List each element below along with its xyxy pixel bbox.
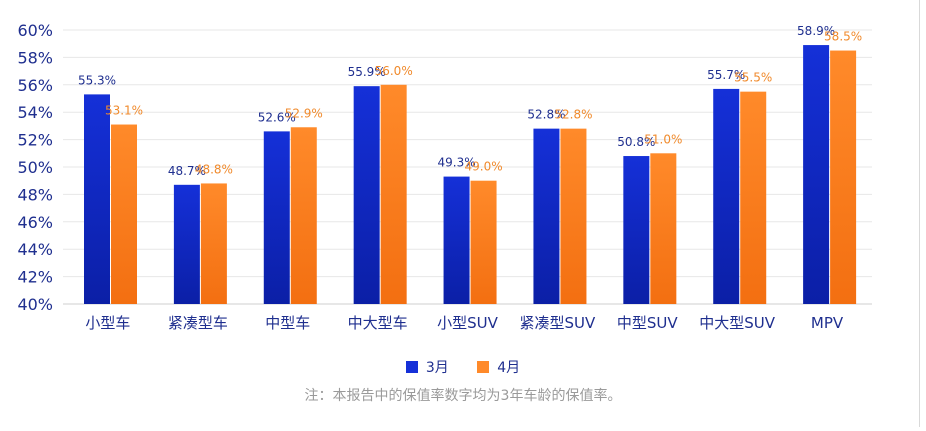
data-label-series-1: 58.5%	[824, 30, 862, 44]
bar-series-1	[560, 128, 587, 304]
bar-series-1	[380, 84, 407, 304]
y-tick-label: 58%	[17, 48, 53, 67]
data-label-series-0: 49.3%	[437, 156, 475, 170]
bar-series-1	[290, 127, 317, 305]
data-label-series-0: 52.6%	[258, 110, 296, 124]
x-tick-label: 中型车	[265, 314, 310, 332]
data-label-series-0: 55.9%	[348, 65, 386, 79]
bar-series-0	[263, 131, 290, 304]
x-tick-label: MPV	[811, 314, 844, 332]
data-label-series-0: 50.8%	[617, 135, 655, 149]
bar-series-1	[830, 50, 857, 304]
legend-swatch-series-1	[477, 361, 490, 373]
x-tick-label: 小型SUV	[437, 314, 499, 332]
bar-series-0	[173, 184, 200, 304]
x-tick-label: 紧凑型车	[168, 314, 228, 332]
bar-series-0	[84, 94, 110, 304]
x-tick-label: 小型车	[85, 314, 130, 332]
bar-series-1	[470, 180, 497, 304]
x-tick-label: 中型SUV	[617, 314, 679, 332]
legend-item-series-1: 4月	[477, 357, 520, 377]
y-tick-label: 52%	[17, 131, 53, 150]
bar-series-0	[353, 86, 380, 304]
frame-border	[919, 0, 920, 427]
data-label-series-0: 55.3%	[78, 73, 116, 87]
bar-series-0	[443, 176, 470, 304]
chart-note: 注：本报告中的保值率数字均为3年车龄的保值率。	[304, 388, 622, 404]
legend: 3月 4月	[0, 357, 926, 377]
legend-swatch-series-0	[405, 361, 418, 373]
data-label-series-0: 55.7%	[707, 68, 745, 82]
data-label-series-1: 55.5%	[734, 71, 772, 85]
data-label-series-0: 58.9%	[797, 24, 835, 38]
data-label-series-1: 56.0%	[375, 64, 413, 78]
bar-series-0	[623, 156, 650, 304]
y-tick-label: 54%	[17, 103, 53, 122]
y-tick-label: 40%	[17, 295, 53, 314]
bar-series-0	[533, 128, 560, 304]
data-label-series-0: 48.7%	[168, 164, 206, 178]
x-tick-label: 中大型车	[348, 314, 408, 332]
bar-series-1	[740, 91, 767, 305]
y-tick-label: 50%	[17, 158, 53, 177]
bar-series-0	[713, 88, 740, 304]
y-tick-label: 48%	[17, 185, 53, 204]
data-label-series-1: 51.0%	[644, 132, 682, 146]
data-label-series-1: 52.8%	[554, 108, 592, 122]
y-tick-label: 46%	[17, 213, 53, 232]
legend-item-series-0: 3月	[405, 357, 449, 377]
data-label-series-1: 48.8%	[195, 162, 233, 176]
bar-series-1	[650, 153, 677, 304]
bar-series-1	[111, 124, 137, 304]
bar-series-0	[803, 45, 830, 304]
legend-label-series-0: 3月	[425, 360, 449, 376]
data-label-series-1: 53.1%	[105, 104, 143, 118]
y-tick-label: 60%	[17, 21, 53, 40]
x-tick-label: 中大型SUV	[699, 314, 776, 332]
y-tick-label: 44%	[17, 240, 53, 259]
y-tick-label: 42%	[17, 268, 53, 287]
bar-series-1	[200, 183, 227, 304]
x-tick-label: 紧凑型SUV	[520, 314, 597, 332]
data-label-series-1: 52.9%	[285, 106, 323, 120]
y-tick-label: 56%	[17, 76, 53, 95]
data-label-series-1: 49.0%	[464, 160, 502, 174]
legend-label-series-1: 4月	[497, 360, 521, 376]
data-label-series-0: 52.8%	[527, 108, 565, 122]
